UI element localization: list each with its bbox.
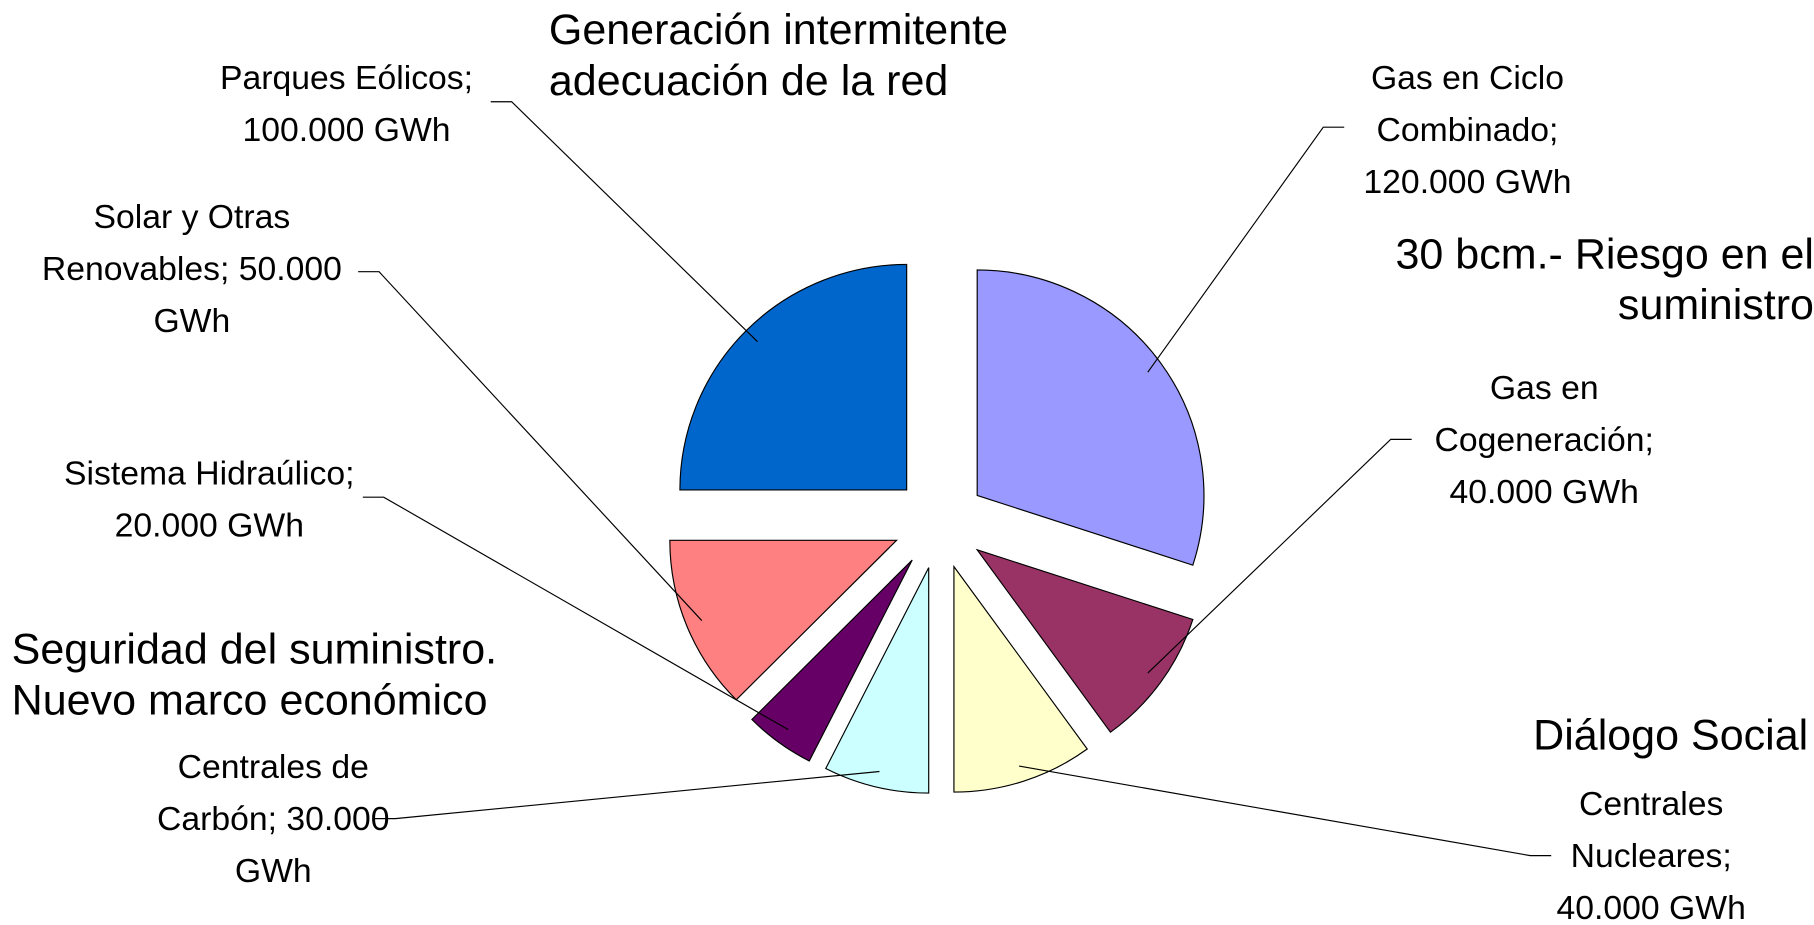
data-label: Centrales Nucleares; 40.000 GWh xyxy=(1529,779,1773,925)
slice-category: Sistema Hidraúlico xyxy=(64,455,346,493)
slice-category: Solar y Otras Renovables xyxy=(41,198,291,288)
slice-category: Parques Eólicos xyxy=(219,60,464,98)
data-label: Solar y Otras Renovables; 50.000 GWh xyxy=(0,192,384,348)
data-label: Sistema Hidraúlico; 20.000 GWh xyxy=(17,449,401,553)
slice-category: Gas en Cogeneración xyxy=(1434,370,1645,460)
data-label: Gas en Cogeneración; 40.000 GWh xyxy=(1393,363,1695,519)
slice-value-label: 20.000 GWh xyxy=(114,507,304,545)
pie-slice xyxy=(975,548,1194,734)
annotation: Generación intermitente adecuación de la… xyxy=(548,5,1009,105)
slice-value-label: 50.000 GWh xyxy=(153,250,342,340)
leader-line xyxy=(1018,765,1552,857)
leader-line xyxy=(1147,438,1412,674)
data-label: Gas en Ciclo Combinado; 120.000 GWh xyxy=(1328,53,1607,209)
pie-slice xyxy=(679,263,908,491)
slice-value-label: 40.000 GWh xyxy=(1556,890,1746,925)
leader-line xyxy=(1147,126,1345,373)
slice-category: Centrales de Carbón xyxy=(156,749,369,839)
slice-value-label: 30.000 GWh xyxy=(234,801,390,891)
leader-line xyxy=(358,271,703,621)
label-separator: ; xyxy=(219,250,230,288)
label-separator: ; xyxy=(1644,422,1654,460)
annotation: Seguridad del suministro. Nuevo marco ec… xyxy=(11,625,498,724)
pie-slice xyxy=(669,539,898,701)
slice-value-label: 40.000 GWh xyxy=(1449,474,1639,512)
label-separator: ; xyxy=(1722,838,1732,876)
pie-slice xyxy=(824,567,930,794)
leader-line xyxy=(362,496,789,731)
pie-slice xyxy=(953,564,1089,793)
label-separator: ; xyxy=(267,801,277,839)
slice-category: Centrales Nucleares xyxy=(1570,786,1724,876)
pie-slice xyxy=(976,269,1205,566)
annotation: Diálogo Social xyxy=(1533,711,1809,759)
annotation: 30 bcm.- Riesgo en el suministro xyxy=(1395,230,1814,329)
data-label: Centrales de Carbón; 30.000 GWh xyxy=(145,742,401,898)
leader-line xyxy=(374,770,880,820)
label-separator: ; xyxy=(345,455,355,493)
slice-category: Gas en Ciclo Combinado xyxy=(1370,60,1564,150)
label-separator: ; xyxy=(463,60,474,98)
data-label: Parques Eólicos; 100.000 GWh xyxy=(178,53,515,157)
leader-line xyxy=(490,101,758,343)
slice-value-label: 100.000 GWh xyxy=(242,112,451,150)
pie-slice xyxy=(751,559,913,762)
slice-value-label: 120.000 GWh xyxy=(1363,164,1572,202)
label-separator: ; xyxy=(1549,112,1559,150)
